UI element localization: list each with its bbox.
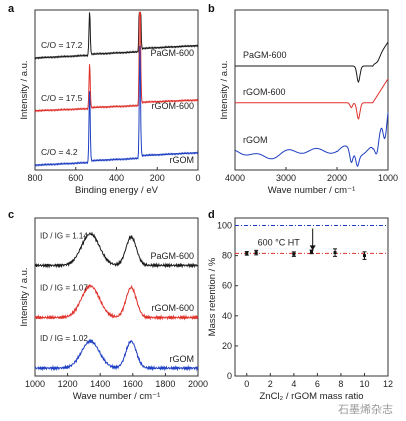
panel-d-point-3 [310, 250, 313, 254]
panel-c-ylabel: Intensity / a.u. [19, 267, 30, 326]
panel-b-frame [234, 9, 389, 171]
panel-d-point-1 [254, 251, 258, 255]
panel-b: PaGM-600 rGOM-600 rGOM 4000 3000 2000 1000 Wave… [219, 9, 398, 196]
panel-d-xtick-label-3: 6 [315, 379, 320, 389]
panel-d-ytick-label-2: 40 [222, 311, 232, 321]
panel-c-xtick-label-3: 1600 [123, 379, 143, 389]
panel-d-ytick-label-4: 80 [222, 251, 232, 261]
panel-c-series-label-0: PaGM-600 [150, 251, 194, 261]
panel-a-frame [34, 9, 199, 171]
panel-c-series-2 [34, 338, 199, 372]
panel-b-series-label-2: rGOM [243, 135, 268, 145]
panel-c-series-0 [34, 231, 199, 269]
panel-a-series-label-2: rGOM [170, 155, 195, 165]
panel-d-ytick-label-0: 0 [227, 371, 232, 381]
panel-a-series-label-1: rGOM-600 [151, 101, 194, 111]
panel-c-series-label-1: rGOM-600 [151, 303, 194, 313]
panel-c-xtick-label-1: 1200 [58, 379, 78, 389]
panel-a-series-2 [34, 45, 199, 167]
panel-c-annotation-1: ID / IG = 1.07 [40, 284, 88, 293]
panel-d-xtick-label-1: 2 [268, 379, 273, 389]
panel-d-xtick-label-2: 4 [291, 379, 296, 389]
panel-c-series-1 [34, 283, 199, 321]
panel-d-xlabel: ZnCl₂ / rGOM mass ratio [260, 391, 364, 402]
panel-b-xtick-label-2: 2000 [327, 173, 347, 183]
panel-a: C/O = 17.2 PaGM-600 C/O = 17.5 rGOM-600 C/O … [19, 9, 201, 196]
panel-b-series-1 [235, 78, 389, 120]
watermark-text: 石墨烯杂志 [338, 403, 393, 416]
panel-a-xtick-label-3: 200 [150, 173, 165, 183]
panel-letter-a: a [8, 3, 15, 15]
panel-d-ytick-label-3: 60 [222, 281, 232, 291]
panel-d-xtick-label-0: 0 [244, 379, 249, 389]
panel-d-point-5 [362, 254, 366, 258]
panel-b-series-2 [234, 112, 389, 167]
panel-d-point-2 [292, 252, 296, 256]
panel-a-annotation-2: C/O = 4.2 [41, 147, 78, 157]
panel-b-xtick-label-3: 1000 [378, 173, 398, 183]
panel-c-series-label-2: rGOM [170, 354, 195, 364]
panel-c: ID / IG = 1.14 PaGM-600 ID / IG = 1.07 rGOM… [19, 217, 208, 402]
panel-b-series-label-0: PaGM-600 [243, 50, 287, 60]
panel-b-xtick-label-1: 3000 [276, 173, 296, 183]
panel-a-ylabel: Intensity / a.u. [19, 60, 30, 119]
panel-d-point-4 [333, 251, 337, 255]
panel-d: 0 20 40 60 80 100 600 °C HT 0 2 4 6 8 10 12 ZnCl₂ / rG… [207, 217, 393, 402]
panel-d-xtick-label-4: 8 [338, 379, 343, 389]
panel-c-xtick-label-4: 1800 [155, 379, 175, 389]
panel-d-annotation: 600 °C HT [258, 238, 301, 248]
panel-c-xtick-label-0: 1000 [25, 379, 45, 389]
panel-letter-b: b [208, 3, 215, 15]
panel-c-frame [34, 217, 199, 377]
panel-a-series-1 [34, 11, 199, 113]
panel-a-series-0 [34, 11, 199, 60]
panel-d-point-0 [245, 251, 249, 255]
panel-d-ytick-label-5: 100 [217, 221, 232, 231]
panel-a-annotation-0: C/O = 17.2 [41, 40, 83, 50]
panel-d-ytick-label-1: 20 [222, 341, 232, 351]
panel-a-xtick-label-1: 600 [68, 173, 83, 183]
panel-b-series-0 [235, 41, 389, 84]
panel-a-xtick-label-4: 0 [195, 173, 200, 183]
panel-a-xlabel: Binding energy / eV [75, 185, 159, 196]
panel-b-xlabel: Wave number / cm⁻¹ [268, 185, 356, 196]
panel-d-frame [234, 217, 389, 377]
panel-d-arrow-head [309, 245, 316, 251]
panel-a-series-label-0: PaGM-600 [150, 48, 194, 58]
panel-c-annotation-0: ID / IG = 1.14 [40, 232, 88, 241]
panel-a-xtick-label-2: 400 [109, 173, 124, 183]
panel-c-annotation-2: ID / IG = 1.02 [40, 334, 88, 343]
panel-b-xtick-label-0: 4000 [225, 173, 245, 183]
panel-c-xtick-label-5: 2000 [188, 379, 208, 389]
panel-c-xtick-label-2: 1400 [90, 379, 110, 389]
panel-d-xtick-label-5: 10 [359, 379, 369, 389]
panel-a-xtick-label-0: 800 [27, 173, 42, 183]
panel-b-series-label-1: rGOM-600 [243, 87, 286, 97]
panel-a-annotation-1: C/O = 17.5 [41, 93, 83, 103]
panel-d-xtick-label-6: 12 [383, 379, 393, 389]
panel-d-ylabel: Mass retention / % [207, 257, 218, 336]
panel-letter-c: c [8, 209, 14, 221]
panel-c-xlabel: Wave number / cm⁻¹ [73, 391, 161, 402]
panel-letter-d: d [208, 209, 215, 221]
panel-b-ylabel: Intensity / a.u. [219, 60, 230, 119]
